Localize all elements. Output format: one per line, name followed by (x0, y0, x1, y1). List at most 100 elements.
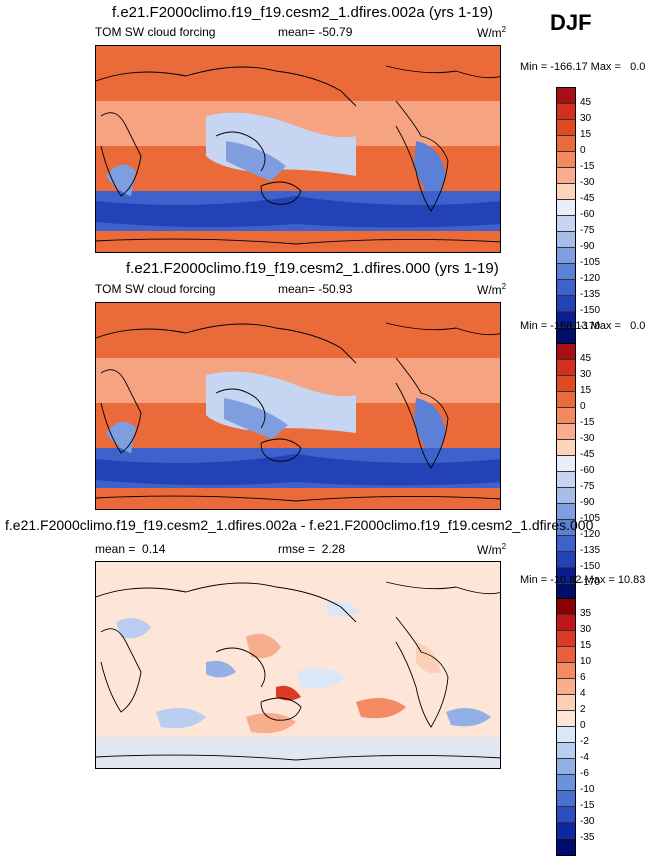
panel2-colorbar-swatch (557, 536, 575, 552)
panel1-min-value: -166.17 (550, 61, 588, 73)
panel2-colorbar-swatch (557, 520, 575, 536)
panel3-min-label: Min = (520, 574, 548, 586)
panel2-colorbar-swatch (557, 424, 575, 440)
panel2-colorbar-swatch (557, 392, 575, 408)
panel3-colorbar-swatch (557, 775, 575, 791)
panel1-colorbar-swatches (557, 88, 575, 344)
panel2-units: W/m2 (477, 282, 506, 297)
panel3-colorbar-swatch (557, 839, 575, 855)
panel3-anomalies (96, 600, 500, 768)
panel1-max-value: 0.00 (630, 61, 645, 73)
panel3-colorbar-level: 4 (580, 688, 586, 699)
panel3-colorbar-swatch (557, 631, 575, 647)
panel3-colorbar-level: -4 (580, 752, 589, 763)
panel3-colorbar-level: 10 (580, 656, 592, 667)
panel2-colorbar-level: -120 (580, 529, 601, 540)
panel1-map (95, 45, 501, 253)
panel2-colorbar-level: -90 (580, 497, 595, 508)
panel2-variable: TOM SW cloud forcing (95, 282, 216, 296)
panel2-colorbar-swatches (557, 344, 575, 600)
panel2-colorbar-swatch (557, 456, 575, 472)
panel2-coastlines (96, 322, 500, 502)
panel3-rmse-value: 2.28 (321, 542, 346, 556)
panel3-colorbar-swatch (557, 759, 575, 775)
panel2-colorbar-level: 15 (580, 385, 592, 396)
panel3-colorbar-swatches (557, 599, 575, 855)
panel1-colorbar-swatch (557, 136, 575, 152)
panel1-units: W/m2 (477, 25, 506, 40)
panel3-rmse-label: rmse = (278, 542, 316, 556)
panel3-coastlines (96, 581, 500, 761)
panel2-colorbar-level: -170 (580, 577, 601, 588)
panel2-antarctica (96, 488, 500, 509)
panel1-colorbar-level: -15 (580, 161, 595, 172)
panel2-colorbar-swatch (557, 472, 575, 488)
panel1-colorbar-level: 0 (580, 145, 586, 156)
panel2-colorbar-swatch (557, 504, 575, 520)
panel2-mean-label: mean= (278, 282, 316, 296)
panel2-africa-south (106, 421, 136, 453)
panel2-minmax: Min = -168.13 Max = 0.00 (520, 320, 645, 332)
panel1-colorbar-swatch (557, 104, 575, 120)
panel3-colorbar-swatch (557, 791, 575, 807)
panel1-colorbar-swatch (557, 312, 575, 328)
panel1-variable: TOM SW cloud forcing (95, 25, 216, 39)
panel2-maritime (224, 398, 288, 439)
panel1-min-label: Min = (520, 61, 548, 73)
panel1-colorbar-swatch (557, 88, 575, 104)
panel2-colorbar (556, 343, 576, 601)
panel1-colorbar-swatch (557, 168, 575, 184)
panel3-colorbar-swatch (557, 743, 575, 759)
panel1-colorbar-level: -150 (580, 305, 601, 316)
panel1-colorbar-swatch (557, 232, 575, 248)
panel2-max-value: 0.00 (630, 320, 645, 332)
panel1-africa-south (106, 164, 136, 196)
panel2-colorbar-level: -150 (580, 561, 601, 572)
panel1-units-sup: 2 (501, 25, 507, 34)
panel1-colorbar-level: -30 (580, 177, 595, 188)
panel3-mean: mean = 0.14 (95, 542, 165, 556)
panel3-colorbar-level: 2 (580, 704, 586, 715)
panel1-maritime (226, 141, 286, 181)
panel2-colorbar-swatch (557, 440, 575, 456)
panel3-colorbar-level: -6 (580, 768, 589, 779)
panel3-units-sup: 2 (501, 542, 507, 551)
panel1-colorbar-swatch (557, 184, 575, 200)
panel2-max-label: Max = (590, 320, 621, 332)
panel3-colorbar-swatch (557, 615, 575, 631)
panel3-colorbar-level: 6 (580, 672, 586, 683)
panel3-min-value: -10.82 (550, 574, 582, 586)
panel1-mean: mean= -50.79 (278, 25, 352, 39)
panel3-colorbar-level: 15 (580, 640, 592, 651)
panel3-mean-value: 0.14 (142, 542, 166, 556)
panel1-max-label: Max = (590, 61, 621, 73)
panel2-mean-value: -50.93 (318, 282, 353, 296)
panel1-colorbar-level: 45 (580, 97, 592, 108)
panel2-title: f.e21.F2000climo.f19_f19.cesm2_1.dfires.… (126, 260, 499, 277)
panel2-colorbar-swatch (557, 488, 575, 504)
panel2-colorbar-swatch (557, 376, 575, 392)
panel2-colorbar-swatch (557, 344, 575, 360)
panel3-colorbar (556, 598, 576, 856)
panel2-colorbar-level: -15 (580, 417, 595, 428)
panel3-colorbar-swatch (557, 647, 575, 663)
panel1-colorbar-level: -60 (580, 209, 595, 220)
panel3-units: W/m2 (477, 542, 506, 557)
panel3-colorbar-swatch (557, 823, 575, 839)
panel2-colorbar-level: -105 (580, 513, 601, 524)
panel2-colorbar-level: 45 (580, 353, 592, 364)
panel2-colorbar-level: -45 (580, 449, 595, 460)
panel1-units-text: W/m (477, 26, 502, 40)
panel3-minmax: Min = -10.82 Max = 10.83 (520, 574, 645, 586)
panel1-antarctica (96, 231, 500, 252)
panel2-colorbar-swatch (557, 360, 575, 376)
panel2-colorbar-level: -75 (580, 481, 595, 492)
panel2-units-sup: 2 (501, 282, 507, 291)
panel1-amazon (414, 141, 446, 206)
panel2-colorbar-swatch (557, 552, 575, 568)
panel3-colorbar-level: -35 (580, 832, 595, 843)
panel3-colorbar-level: 30 (580, 624, 592, 635)
panel1-colorbar-level: -135 (580, 289, 601, 300)
panel2-colorbar-level: -30 (580, 433, 595, 444)
panel3-colorbar-swatch (557, 679, 575, 695)
